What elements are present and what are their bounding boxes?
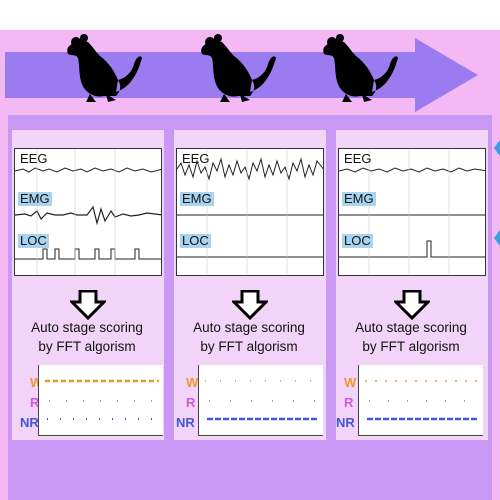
eeg-label: EEG <box>20 151 48 166</box>
stage-label-nr: NR <box>336 415 355 430</box>
hypnogram-2 <box>198 365 323 436</box>
down-arrow-icon <box>70 290 106 320</box>
caption-line-1: Auto stage scoring <box>355 320 467 335</box>
signal-panel-2: EEG EMG LOC <box>176 148 324 276</box>
emg-label: EMG <box>18 191 52 206</box>
caption-2: Auto stage scoring by FFT algorism <box>174 318 324 356</box>
down-arrow-icon <box>232 290 268 320</box>
mouse-silhouette-icon <box>67 34 142 103</box>
emg-label: EMG <box>342 191 376 206</box>
stage-label-r: R <box>186 395 196 410</box>
caption-line-2: by FFT algorism <box>200 339 298 354</box>
edge-marker-mid <box>494 230 500 246</box>
signal-traces-2 <box>177 149 323 275</box>
signal-panel-3: EEG EMG LOC <box>338 148 486 276</box>
stage-label-r: R <box>344 395 354 410</box>
emg-label: EMG <box>180 191 214 206</box>
down-arrow-icon <box>394 290 430 320</box>
eeg-label: EEG <box>344 151 372 166</box>
signal-panel-1: EEG EMG LOC <box>14 148 162 276</box>
hypnogram-trace-3 <box>365 380 479 421</box>
hypnogram-3 <box>358 365 483 436</box>
stage-label-nr: NR <box>176 415 195 430</box>
edge-marker-top <box>494 140 500 156</box>
signal-traces-1 <box>15 149 161 275</box>
hypnogram-trace-2 <box>205 380 319 421</box>
stage-label-nr: NR <box>20 415 39 430</box>
stage-label-r: R <box>30 395 40 410</box>
mouse-silhouette-icon <box>201 34 276 103</box>
eeg-label: EEG <box>182 151 210 166</box>
mouse-silhouette-icon <box>323 34 398 103</box>
loc-label: LOC <box>342 233 373 248</box>
hypnogram-trace-1 <box>45 379 159 420</box>
caption-line-1: Auto stage scoring <box>31 320 143 335</box>
caption-line-1: Auto stage scoring <box>193 320 305 335</box>
caption-line-2: by FFT algorism <box>362 339 460 354</box>
loc-label: LOC <box>180 233 211 248</box>
signal-traces-3 <box>339 149 485 275</box>
stage-label-w: W <box>186 375 199 390</box>
caption-3: Auto stage scoring by FFT algorism <box>336 318 486 356</box>
caption-line-2: by FFT algorism <box>38 339 136 354</box>
caption-1: Auto stage scoring by FFT algorism <box>12 318 162 356</box>
hypnogram-1 <box>38 365 163 436</box>
stage-label-w: W <box>344 375 357 390</box>
loc-label: LOC <box>18 233 49 248</box>
